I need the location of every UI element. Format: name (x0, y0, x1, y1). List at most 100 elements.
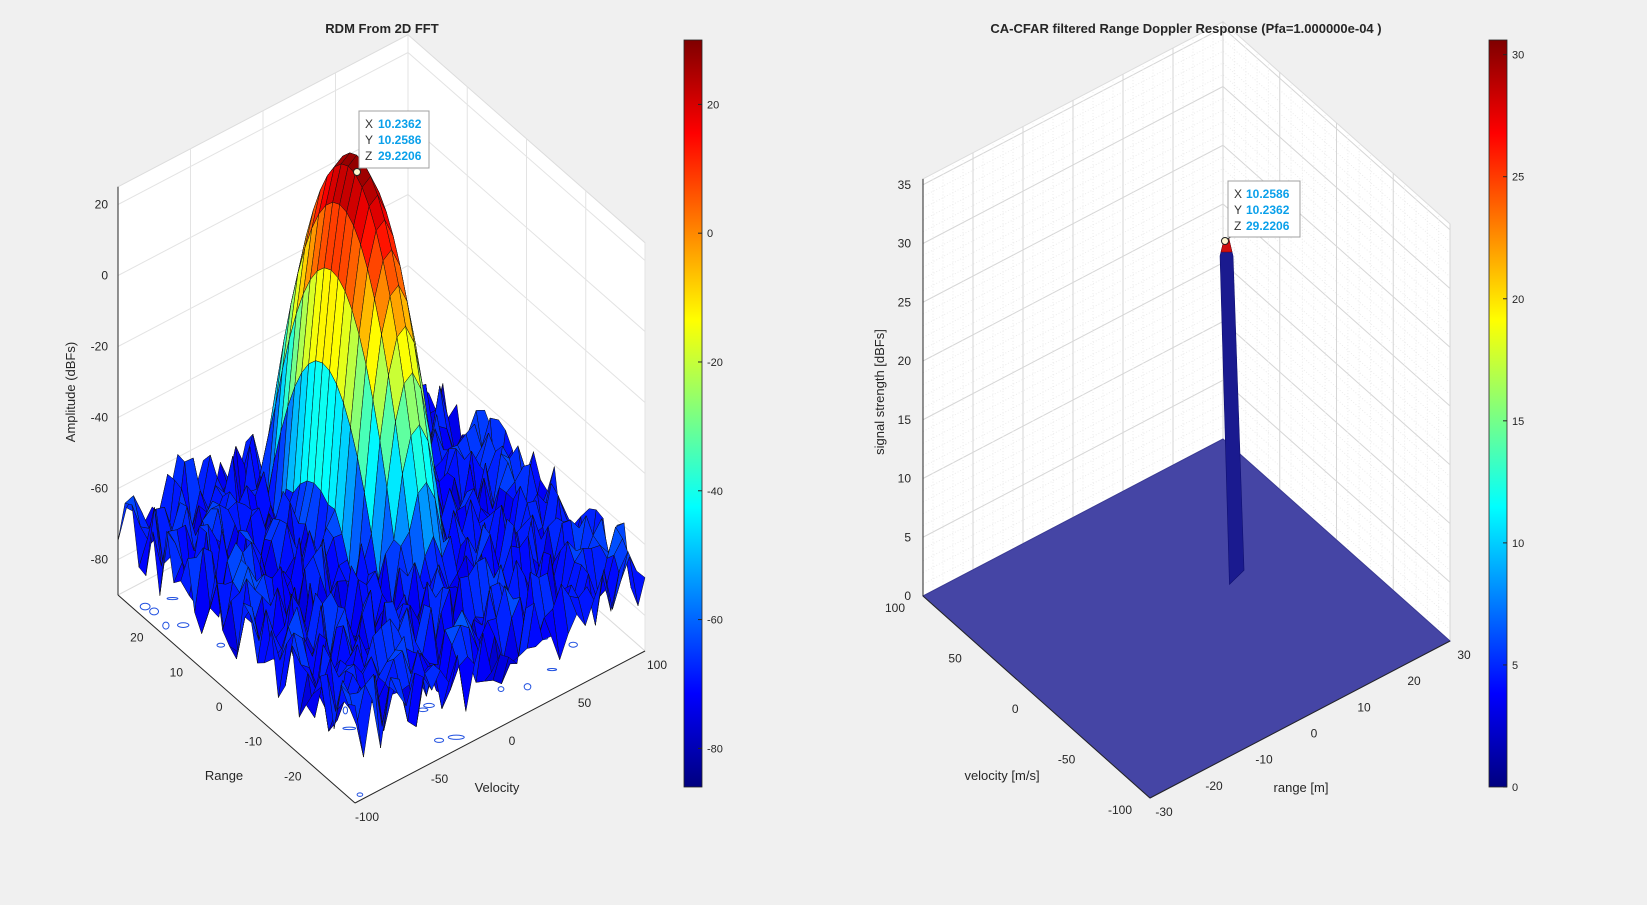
colorbar-tick-label: 15 (1512, 416, 1524, 428)
datatip-z-label: Z (1234, 219, 1241, 233)
z-tick-label: 20 (95, 198, 109, 212)
colorbar-tick-label: 20 (707, 99, 719, 111)
contour-line (177, 622, 190, 628)
z-tick-label: 35 (898, 178, 912, 192)
z-tick-label: 20 (898, 354, 912, 368)
contour-line (139, 602, 151, 611)
y-axis-label: Range (205, 768, 243, 783)
y-tick-label: -20 (284, 769, 302, 783)
x-tick-label: -50 (1058, 753, 1076, 767)
x-tick-label: 50 (578, 696, 592, 710)
rdm-surface-plot: -100-50050100-20-1001020-80-60-40-20020 … (63, 21, 723, 824)
chart-title: CA-CFAR filtered Range Doppler Response … (990, 21, 1381, 36)
z-tick-label: -80 (91, 553, 109, 567)
colorbar-tick-label: 0 (1512, 782, 1518, 794)
z-axis-label: Amplitude (dBFs) (63, 342, 78, 442)
x-axis-label: velocity [m/s] (964, 768, 1039, 783)
x-tick-label: 0 (1012, 702, 1019, 716)
y-axis-label: range [m] (1274, 780, 1329, 795)
y-tick-label: 30 (1457, 648, 1471, 662)
colorbar-ticks: 0 5 10 15 20 25 30 (1503, 50, 1524, 794)
axes-lines (922, 178, 1451, 799)
y-tick-label: -10 (245, 735, 263, 749)
x-tick-label: 100 (885, 601, 905, 615)
y-tick-label: -30 (1155, 805, 1173, 819)
contour-line (149, 607, 160, 616)
colorbar-gradient (683, 39, 703, 788)
contour-line (166, 596, 179, 601)
y-tick-label: 0 (216, 700, 223, 714)
x-tick-label: 100 (647, 658, 667, 672)
z-tick-label: 5 (904, 530, 911, 544)
contour-line (356, 792, 364, 797)
colorbar: 0 5 10 15 20 25 30 (1488, 39, 1524, 794)
datatip-x-value: 10.2362 (378, 117, 422, 131)
y-tick-label: 20 (1407, 674, 1421, 688)
z-tick-label: -40 (91, 411, 109, 425)
contour-line (447, 734, 465, 740)
datatip-box (1227, 180, 1301, 238)
colorbar-tick-label: 10 (1512, 538, 1524, 550)
z-tick-label: 25 (898, 295, 912, 309)
rdm-surface-mesh (117, 152, 646, 758)
x-tick-label: -50 (431, 772, 449, 786)
datatip[interactable]: X 10.2586 Y 10.2362 Z 29.2206 (1221, 180, 1301, 245)
datatip-z-label: Z (365, 149, 372, 163)
contour-line (546, 668, 558, 672)
colorbar-tick-label: -20 (707, 357, 723, 369)
colorbar-tick-label: 0 (707, 228, 713, 240)
y-tick-label: 10 (170, 665, 184, 679)
x-axis-label: Velocity (475, 780, 520, 795)
contour-line (497, 686, 505, 692)
datatip[interactable]: X 10.2362 Y 10.2586 Z 29.2206 (353, 110, 430, 176)
cfar-surface-plot: -100-50050100-30-20-10010203005101520253… (872, 20, 1524, 819)
z-tick-label: 10 (898, 472, 912, 486)
datatip-y-value: 10.2586 (378, 133, 422, 147)
contour-line (216, 642, 226, 648)
datatip-marker[interactable] (353, 168, 361, 176)
contour-line (433, 737, 445, 743)
x-tick-label: -100 (1108, 803, 1132, 817)
z-tick-label: 0 (101, 269, 108, 283)
chart-title: RDM From 2D FFT (325, 21, 438, 36)
axes-tick-labels: -100-50050100-30-20-10010203005101520253… (885, 178, 1471, 819)
y-tick-label: -10 (1255, 753, 1273, 767)
datatip-x-label: X (365, 117, 373, 131)
colorbar-tick-label: 30 (1512, 50, 1524, 62)
colorbar-tick-label: 5 (1512, 660, 1518, 672)
colorbar-ticks: -80 -60 -40 -20 0 20 (698, 99, 723, 755)
datatip-marker[interactable] (1221, 237, 1229, 245)
surface-patch (347, 703, 364, 758)
y-tick-label: -20 (1205, 779, 1223, 793)
contour-line (342, 706, 349, 715)
datatip-x-label: X (1234, 187, 1242, 201)
datatip-y-label: Y (1234, 203, 1242, 217)
y-tick-label: 20 (130, 631, 144, 645)
contour-line (342, 726, 357, 731)
datatip-x-value: 10.2586 (1246, 187, 1290, 201)
z-tick-label: 0 (904, 589, 911, 603)
y-axis-line (1149, 640, 1451, 799)
x-tick-label: -100 (355, 810, 379, 824)
datatip-z-value: 29.2206 (378, 149, 422, 163)
contour-line (162, 621, 170, 630)
contour-line (523, 683, 532, 691)
datatip-y-label: Y (365, 133, 373, 147)
z-axis-label: signal strength [dBFs] (872, 329, 887, 455)
y-tick-label: 10 (1357, 700, 1371, 714)
y-axis-line (117, 594, 356, 804)
axes-lines (117, 186, 646, 804)
z-tick-label: -60 (91, 482, 109, 496)
z-tick-label: 15 (898, 413, 912, 427)
x-axis-line (922, 595, 1151, 799)
z-tick-label: 30 (898, 237, 912, 251)
y-tick-label: 0 (1311, 727, 1318, 741)
x-axis-line (354, 650, 646, 804)
x-tick-label: 0 (509, 734, 516, 748)
datatip-y-value: 10.2362 (1246, 203, 1290, 217)
colorbar-tick-label: -40 (707, 486, 723, 498)
colorbar-tick-label: 20 (1512, 294, 1524, 306)
